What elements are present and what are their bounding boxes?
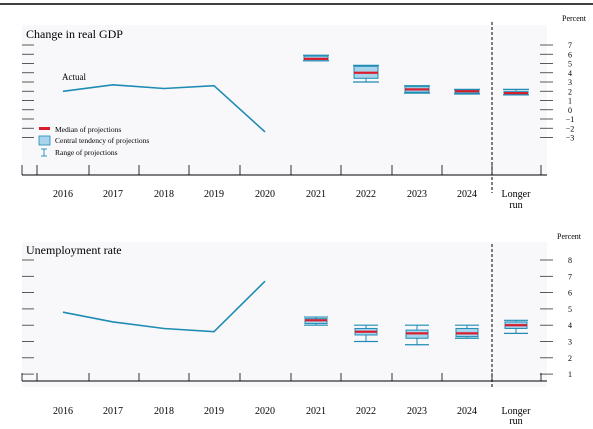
unemployment-projection-2024 (455, 324, 479, 339)
legend-range-swatch (41, 148, 47, 157)
unemployment-x-label-2022: 2022 (356, 406, 376, 417)
unemployment-x-label-longer-run: Longer (502, 406, 532, 417)
gdp-y-tick-label: 6 (568, 50, 572, 59)
legend-central-entry: Central tendency of projections (38, 135, 149, 146)
gdp-actual-line (62, 83, 266, 133)
legend-range-label: Range of projections (55, 148, 118, 157)
unemployment-median-marker (305, 319, 327, 322)
unemployment-x-label-2017: 2017 (103, 406, 123, 417)
gdp-x-label-2019: 2019 (204, 189, 224, 200)
gdp-y-tick-label: 1 (568, 97, 572, 106)
gdp-legend: Median of projections Central tendency o… (38, 125, 149, 157)
gdp-x-label-2017: 2017 (103, 189, 123, 200)
unemployment-x-label-2020: 2020 (255, 406, 275, 417)
unemployment-median-marker (355, 330, 377, 333)
gdp-unit-label: Percent (562, 14, 587, 23)
unemployment-projection-2021 (304, 316, 328, 326)
legend-median-label: Median of projections (55, 125, 121, 134)
unemployment-x-label-2018: 2018 (154, 406, 174, 417)
unemployment-projection-longer-run (504, 319, 528, 334)
unemployment-y-tick-label: 5 (568, 305, 572, 314)
unemployment-y-tick-label: 1 (568, 370, 572, 379)
unemployment-y-tick-label: 6 (568, 289, 572, 298)
gdp-projection-2021 (303, 54, 329, 62)
legend-median-swatch (39, 127, 50, 130)
gdp-median-marker (304, 57, 328, 60)
gdp-y-tick-label: 7 (568, 41, 572, 50)
unemployment-x-label-2023: 2023 (407, 406, 427, 417)
gdp-median-marker (504, 92, 528, 95)
unemployment-y-tick-label: 2 (568, 354, 572, 363)
unemployment-median-marker (406, 332, 428, 335)
gdp-x-label-2021: 2021 (306, 189, 326, 200)
unemployment-y-tick-label: 3 (568, 338, 572, 347)
gdp-y-tick-label: −1 (566, 115, 575, 124)
gdp-projection-longer-run (503, 88, 529, 96)
unemployment-x-label-2016: 2016 (53, 406, 73, 417)
gdp-projection-2024 (454, 88, 480, 95)
gdp-chart-title: Change in real GDP (26, 27, 123, 41)
gdp-y-tick-label: 3 (568, 78, 572, 87)
gdp-median-marker (405, 88, 429, 91)
unemployment-x-label-2019: 2019 (204, 406, 224, 417)
gdp-x-label-2016: 2016 (53, 189, 73, 200)
unemployment-projection-2022 (354, 324, 378, 343)
gdp-x-label-2024: 2024 (457, 189, 477, 200)
unemployment-median-marker (456, 332, 478, 335)
gdp-panel: Percent Change in real GDP Actual Median… (21, 14, 587, 211)
legend-range-entry: Range of projections (41, 148, 118, 157)
gdp-y-tick-label: −3 (566, 134, 575, 143)
gdp-x-label-2022: 2022 (356, 189, 376, 200)
unemployment-x-label-2021: 2021 (306, 406, 326, 417)
unemployment-y-tick-label: 8 (568, 256, 572, 265)
gdp-x-label-2020: 2020 (255, 189, 275, 200)
gdp-y-tick-label: 2 (568, 87, 572, 96)
legend-central-swatch (38, 135, 51, 146)
unemployment-y-tick-label: 7 (568, 272, 572, 281)
unemployment-median-marker (505, 324, 527, 327)
gdp-x-label-2018: 2018 (154, 189, 174, 200)
gdp-projection-2023 (404, 85, 430, 94)
legend-median-entry: Median of projections (39, 125, 121, 134)
unemployment-chart-title: Unemployment rate (26, 243, 122, 257)
unemployment-unit-label: Percent (557, 232, 582, 241)
unemployment-panel: Percent Unemployment rate 8 7 6 5 4 3 2 1 2016 20… (21, 232, 582, 427)
gdp-median-marker (455, 90, 479, 93)
gdp-y-tick-label: 5 (568, 60, 572, 69)
gdp-median-marker (354, 71, 378, 74)
gdp-y-tick-label: 4 (568, 69, 572, 78)
gdp-y-tick-label: 0 (568, 106, 572, 115)
gdp-projection-2022 (353, 64, 379, 83)
gdp-x-label-longer-run-line2: run (509, 200, 522, 211)
unemployment-actual-line (62, 280, 266, 333)
gdp-y-tick-label: −2 (566, 124, 575, 133)
unemployment-y-tick-label: 4 (568, 321, 572, 330)
unemployment-projection-2023 (405, 324, 429, 346)
gdp-x-label-2023: 2023 (407, 189, 427, 200)
unemployment-x-label-longer-run-line2: run (509, 416, 522, 427)
unemployment-x-label-2024: 2024 (457, 406, 477, 417)
gdp-actual-label: Actual (62, 72, 86, 82)
gdp-x-label-longer-run: Longer (502, 189, 532, 200)
legend-central-label: Central tendency of projections (55, 136, 149, 145)
